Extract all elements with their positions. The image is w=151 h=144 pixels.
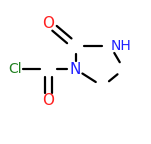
- Text: O: O: [42, 93, 54, 108]
- Text: Cl: Cl: [8, 62, 22, 76]
- Text: NH: NH: [110, 39, 131, 53]
- Text: O: O: [42, 16, 54, 31]
- Text: N: N: [70, 62, 81, 77]
